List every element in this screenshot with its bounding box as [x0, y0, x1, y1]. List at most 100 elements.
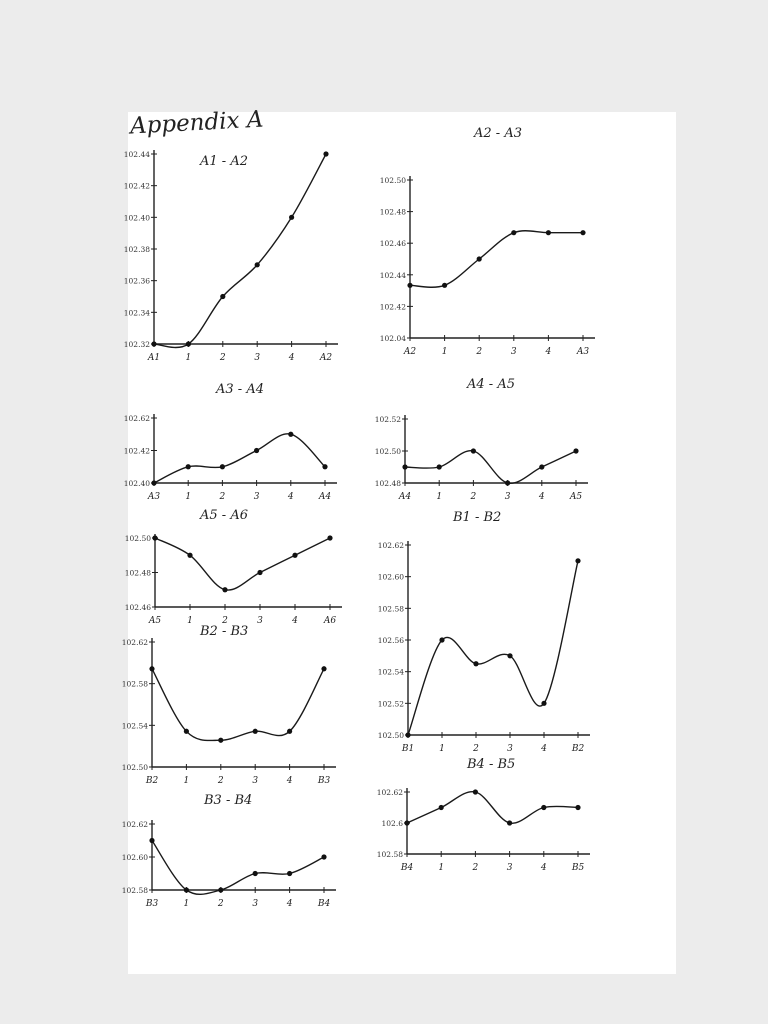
x-tick-label: A3	[147, 492, 160, 502]
x-tick-label: 1	[438, 863, 444, 873]
x-tick-label: 2	[472, 744, 479, 754]
data-point	[287, 728, 293, 734]
data-point	[254, 262, 260, 268]
x-tick-label: 2	[221, 616, 228, 626]
chart-8: 102.58 102.60 102.62 B3 1 2 3 4 B4	[122, 820, 336, 909]
x-tick-label: B1	[401, 744, 414, 754]
chart-title-a1-a2: A1 - A2	[200, 154, 248, 169]
x-tick-label: A4	[398, 492, 411, 502]
chart-title-a2-a3: A2 - A3	[474, 126, 522, 141]
data-point	[222, 587, 228, 593]
data-point	[149, 837, 155, 844]
x-tick-label: A6	[323, 616, 336, 626]
x-tick-label: 1	[439, 744, 445, 754]
series-line	[153, 153, 327, 349]
x-tick-label: A3	[576, 347, 589, 357]
data-point	[149, 666, 155, 672]
series-line	[153, 433, 326, 484]
x-tick-label: B5	[571, 863, 585, 873]
data-point	[539, 464, 545, 470]
data-point	[257, 569, 263, 576]
series-line	[409, 230, 583, 288]
y-tick-label: 102.44	[380, 271, 406, 280]
chart-3: 102.48 102.50 102.52 A4 1 2 3 4 A5	[375, 415, 588, 502]
y-tick-label: 102.42	[124, 447, 150, 456]
x-tick-label: 2	[217, 776, 224, 786]
x-tick-label: 4	[538, 492, 545, 502]
data-point	[218, 737, 224, 743]
y-tick-label: 102.58	[122, 680, 148, 689]
x-tick-label: 4	[545, 347, 552, 357]
x-tick-label: A1	[147, 353, 160, 363]
y-tick-label: 102.40	[124, 213, 150, 222]
y-tick-label: 102.48	[380, 208, 406, 217]
y-tick-label: 102.52	[375, 415, 401, 424]
y-tick-label: 102.62	[124, 414, 150, 423]
data-point	[220, 293, 226, 300]
x-tick-label: 3	[257, 616, 263, 626]
y-tick-label: 102.62	[122, 638, 148, 647]
x-tick-label: 4	[286, 899, 293, 909]
data-point	[288, 431, 294, 437]
y-tick-label: 102.48	[125, 569, 151, 578]
x-tick-label: A2	[319, 353, 332, 363]
x-tick-label: 2	[217, 899, 224, 909]
data-point	[289, 214, 295, 220]
data-point	[439, 637, 445, 643]
x-tick-label: B2	[571, 744, 585, 754]
y-tick-label: 102.60	[122, 853, 148, 862]
chart-title-a5-a6: A5 - A6	[200, 508, 248, 523]
series-line	[154, 537, 331, 591]
x-tick-label: B3	[317, 776, 331, 786]
y-tick-label: 102.62	[378, 541, 404, 550]
y-tick-label: 102.54	[378, 668, 404, 677]
x-tick-label: A5	[569, 492, 582, 502]
data-point	[476, 256, 482, 262]
y-tick-label: 102.40	[124, 479, 150, 488]
chart-1: 102.04 102.42 102.44 102.46 102.48 102.50 A2 1 2…	[380, 176, 595, 357]
x-tick-label: 3	[254, 492, 260, 502]
x-tick-label: 1	[184, 776, 190, 786]
data-point	[442, 282, 448, 288]
data-point	[473, 661, 479, 667]
series-line	[406, 791, 579, 824]
x-tick-label: B3	[145, 899, 159, 909]
chart-title-b1-b2: B1 - B2	[453, 510, 502, 525]
x-tick-label: 1	[185, 492, 191, 502]
chart-2: 102.40 102.42 102.62 A3 1 2 3 4 A4	[124, 414, 337, 502]
chart-7: 102.58 102.6 102.62 B4 1 2 3 4 B5	[377, 788, 590, 873]
y-tick-label: 102.44	[124, 150, 150, 159]
data-point	[183, 728, 189, 734]
x-tick-label: 1	[186, 353, 192, 363]
data-point	[152, 535, 158, 541]
data-point	[219, 464, 225, 470]
data-point	[187, 552, 193, 558]
x-tick-label: 2	[219, 353, 226, 363]
data-point	[575, 558, 581, 564]
y-tick-label: 102.42	[124, 182, 150, 191]
y-tick-label: 102.46	[125, 603, 151, 612]
x-tick-label: 4	[291, 616, 298, 626]
y-tick-label: 102.56	[378, 636, 404, 645]
x-tick-label: B2	[145, 776, 159, 786]
y-tick-label: 102.46	[380, 239, 406, 248]
data-point	[575, 804, 581, 811]
data-point	[218, 887, 224, 893]
data-point	[541, 700, 547, 706]
x-tick-label: 3	[507, 744, 513, 754]
data-point	[323, 151, 329, 157]
x-tick-label: 3	[254, 353, 260, 363]
x-tick-label: 3	[505, 492, 511, 502]
data-point	[407, 282, 413, 288]
x-tick-label: 1	[442, 347, 448, 357]
data-point	[322, 464, 328, 470]
x-tick-label: 1	[184, 899, 190, 909]
x-tick-label: 2	[219, 492, 226, 502]
chart-5: 102.50 102.52 102.54 102.56 102.58 102.60 102.…	[378, 541, 590, 754]
chart-0: 102.32 102.34 102.36 102.38 102.40 102.42 102.…	[124, 150, 338, 363]
chart-title-b2-b3: B2 - B3	[200, 624, 249, 639]
data-point	[321, 854, 327, 860]
y-tick-label: 102.58	[378, 604, 404, 613]
data-point	[541, 804, 547, 811]
data-point	[252, 870, 258, 877]
